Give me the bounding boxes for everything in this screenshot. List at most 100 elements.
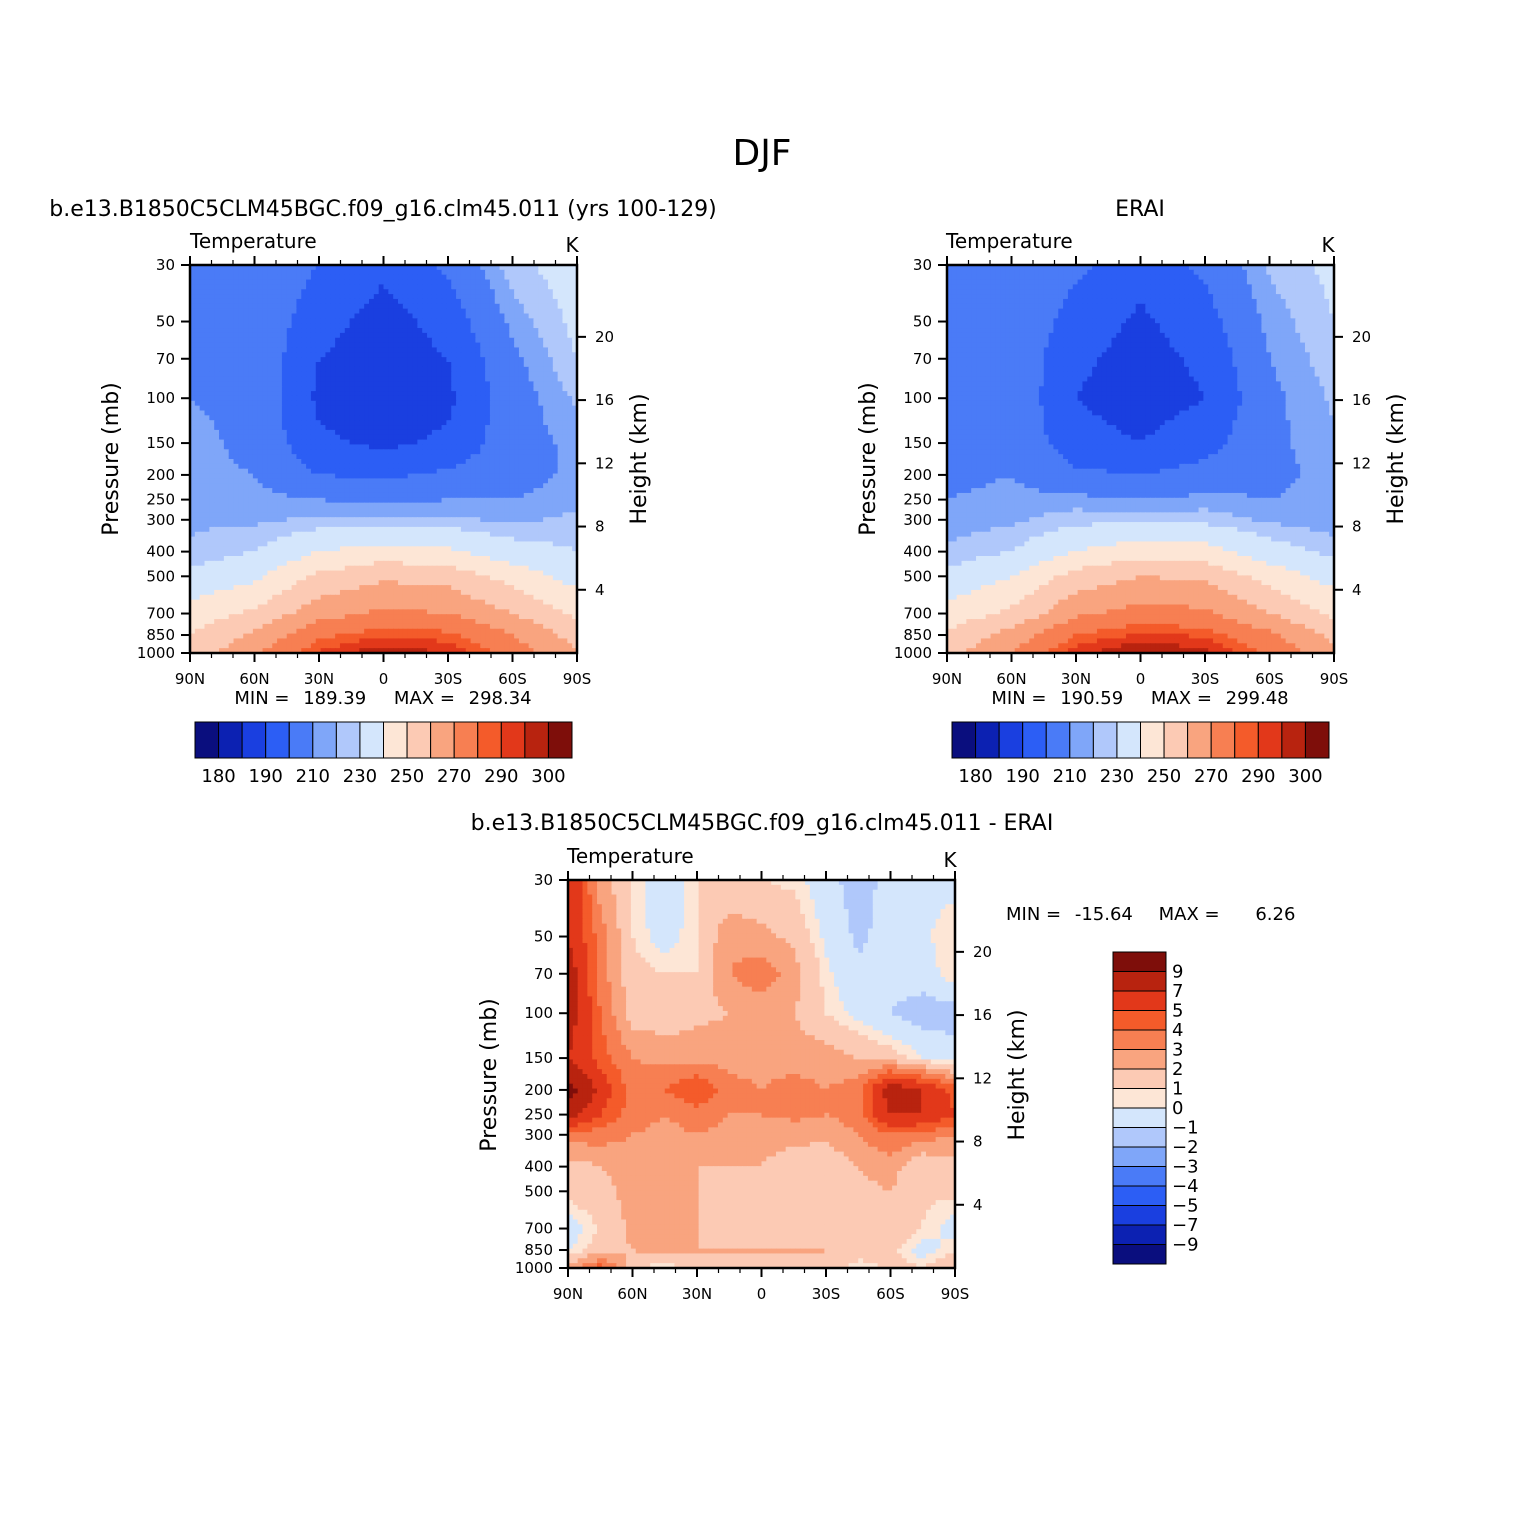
contour-cell — [538, 284, 544, 290]
contour-cell — [393, 415, 399, 421]
contour-cell — [281, 352, 288, 358]
contour-cell — [436, 323, 443, 329]
contour-cell — [422, 332, 428, 339]
contour-cell — [470, 318, 477, 324]
contour-cell — [277, 347, 283, 353]
contour-cell — [523, 415, 530, 421]
contour-cell — [272, 284, 278, 290]
contour-cell — [378, 294, 385, 300]
contour-cell — [552, 522, 559, 528]
contour-cell — [557, 473, 564, 479]
contour-cell — [533, 478, 539, 484]
contour-cell — [504, 371, 510, 378]
contour-cell — [325, 362, 331, 368]
contour-cell — [470, 483, 477, 489]
contour-cell — [272, 371, 278, 378]
contour-cell — [267, 531, 273, 538]
contour-cell — [310, 342, 317, 349]
contour-cell — [306, 357, 312, 363]
contour-cell — [572, 274, 578, 281]
contour-cell — [238, 269, 244, 276]
contour-cell — [499, 347, 506, 353]
contour-cell — [214, 294, 220, 300]
contour-cell — [494, 395, 501, 402]
contour-cell — [325, 546, 331, 552]
contour-cell — [219, 425, 225, 431]
contour-cell — [562, 395, 568, 402]
contour-cell — [475, 454, 481, 460]
contour-cell — [388, 265, 394, 271]
contour-cell — [504, 429, 510, 436]
contour-cell — [407, 502, 414, 509]
contour-cell — [538, 531, 544, 538]
contour-cell — [441, 279, 447, 285]
contour-cell — [407, 405, 414, 412]
contour-cell — [315, 546, 322, 552]
contour-cell — [277, 381, 283, 387]
contour-cell — [470, 556, 477, 562]
contour-cell — [301, 492, 307, 499]
contour-cell — [383, 313, 389, 319]
contour-cell — [567, 507, 573, 513]
contour-cell — [291, 459, 298, 465]
contour-cell — [306, 284, 312, 290]
contour-cell — [214, 410, 220, 416]
contour-cell — [243, 376, 249, 382]
contour-cell — [344, 308, 351, 315]
contour-cell — [509, 429, 515, 436]
contour-cell — [364, 526, 370, 533]
contour-cell — [291, 386, 298, 392]
contour-cell — [301, 323, 307, 329]
contour-cell — [489, 391, 496, 397]
contour-cell — [214, 565, 220, 572]
contour-cell — [456, 294, 462, 300]
contour-cell — [523, 517, 530, 523]
contour-cell — [257, 371, 264, 378]
contour-cell — [402, 328, 409, 334]
contour-cell — [552, 313, 559, 319]
contour-cell — [306, 478, 312, 484]
contour-cell — [494, 512, 501, 518]
contour-cell — [557, 439, 564, 446]
contour-cell — [552, 444, 559, 450]
contour-cell — [460, 342, 467, 349]
contour-cell — [465, 366, 472, 373]
contour-cell — [364, 483, 370, 489]
contour-cell — [538, 308, 544, 315]
contour-cell — [441, 308, 447, 315]
contour-cell — [214, 522, 220, 528]
contour-cell — [446, 483, 452, 489]
contour-cell — [393, 357, 399, 363]
contour-cell — [257, 342, 264, 349]
contour-cell — [431, 352, 438, 358]
contour-cell — [291, 560, 298, 567]
contour-cell — [417, 546, 423, 552]
contour-cell — [320, 429, 327, 436]
contour-cell — [547, 541, 554, 547]
contour-cell — [427, 395, 433, 402]
contour-cell — [436, 536, 443, 543]
contour-cell — [460, 502, 467, 509]
contour-cell — [238, 289, 244, 295]
contour-cell — [199, 376, 206, 382]
contour-cell — [349, 357, 356, 363]
contour-cell — [451, 294, 457, 300]
contour-cell — [296, 507, 302, 513]
contour-cell — [431, 454, 438, 460]
contour-cell — [219, 328, 225, 334]
contour-cell — [494, 449, 501, 455]
contour-cell — [325, 269, 331, 276]
contour-cell — [412, 400, 418, 407]
contour-cell — [417, 269, 423, 276]
contour-cell — [383, 323, 389, 329]
contour-cell — [359, 415, 365, 421]
contour-cell — [354, 410, 360, 416]
contour-cell — [359, 347, 365, 353]
contour-cell — [267, 274, 273, 281]
contour-cell — [238, 463, 244, 470]
contour-cell — [572, 362, 578, 368]
contour-cell — [301, 429, 307, 436]
contour-cell — [431, 483, 438, 489]
contour-cell — [547, 352, 554, 358]
contour-cell — [572, 526, 578, 533]
